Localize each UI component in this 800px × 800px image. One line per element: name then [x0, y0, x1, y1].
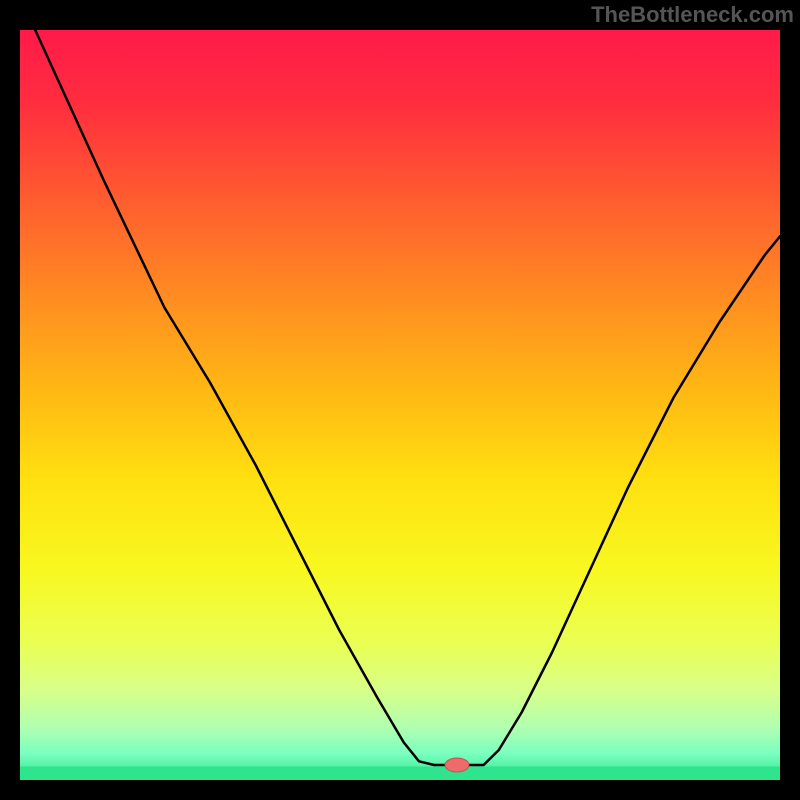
chart-container: TheBottleneck.com	[0, 0, 800, 800]
optimal-point-marker	[445, 758, 469, 772]
bottleneck-chart	[0, 0, 800, 800]
watermark-text: TheBottleneck.com	[591, 2, 794, 28]
plot-background	[20, 30, 780, 780]
baseline-band	[20, 767, 780, 781]
